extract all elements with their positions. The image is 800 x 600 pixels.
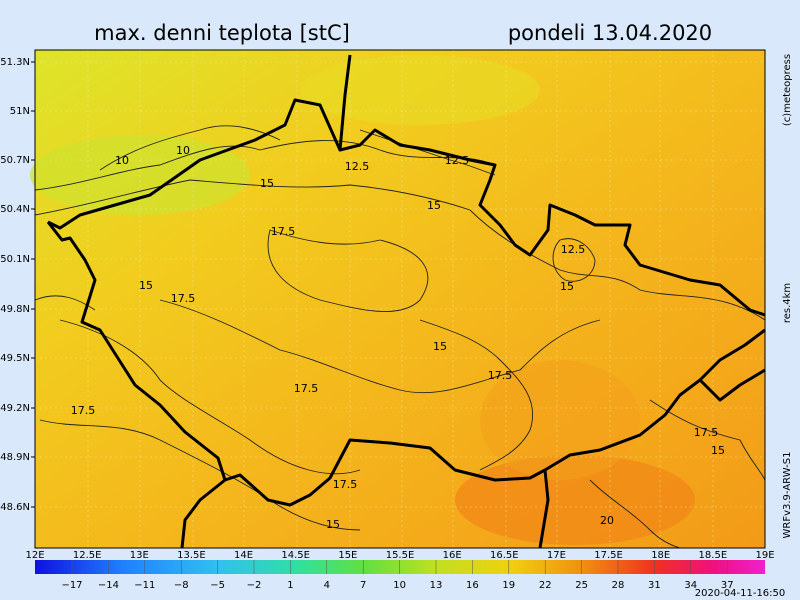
contour-label: 15 (711, 444, 725, 457)
colorbar-label: 13 (430, 580, 443, 591)
colorbar-label: 10 (393, 580, 406, 591)
contour-label: 10 (115, 154, 129, 167)
latitude-label: 49.2N (0, 403, 30, 414)
map-date: pondeli 13.04.2020 (508, 21, 712, 45)
colorbar-label: 4 (324, 580, 330, 591)
longitude-label: 15E (338, 550, 357, 561)
contour-label: 12.5 (561, 243, 586, 256)
contour-label: 15 (260, 177, 274, 190)
longitude-label: 14.5E (281, 550, 310, 561)
colorbar-label: −17 (61, 580, 82, 591)
contour-label: 15 (560, 280, 574, 293)
contours (34, 125, 766, 549)
contour-label: 17.5 (271, 225, 296, 238)
colorbar-label: −5 (210, 580, 225, 591)
contour-label: 12.5 (445, 154, 470, 167)
longitude-label: 12E (25, 550, 44, 561)
contour-label: 15 (326, 518, 340, 531)
latitude-label: 50.4N (0, 204, 30, 215)
country-borders (46, 54, 766, 549)
colorbar-label: 25 (575, 580, 588, 591)
contour-label: 17.5 (488, 369, 513, 382)
longitude-label: 13E (130, 550, 149, 561)
colorbar-label: 28 (612, 580, 625, 591)
contour-label: 20 (600, 514, 614, 527)
latitude-label: 48.6N (0, 502, 30, 513)
model-name: WRFv3.9-ARW-S1 (782, 452, 793, 539)
colorbar-label: −14 (98, 580, 119, 591)
colorbar-label: 37 (721, 580, 734, 591)
longitude-label: 15.5E (386, 550, 415, 561)
colorbar-label: 34 (684, 580, 697, 591)
contour-label: 17.5 (171, 292, 196, 305)
map-area (30, 49, 766, 549)
longitude-label: 19E (755, 550, 774, 561)
timestamp: 2020-04-11-16:50 (695, 588, 786, 599)
longitude-label: 16.5E (490, 550, 519, 561)
colorbar (35, 560, 765, 574)
longitude-label: 17.5E (594, 550, 623, 561)
map-title: max. denni teplota [stC] (94, 21, 350, 45)
latitude-label: 49.5N (0, 353, 30, 364)
longitude-label: 18.5E (699, 550, 728, 561)
colorbar-label: 1 (287, 580, 293, 591)
colorbar-label: 16 (466, 580, 479, 591)
contour-label: 17.5 (294, 382, 319, 395)
contour-label: 17.5 (694, 426, 719, 439)
contour-label: 12.5 (345, 160, 370, 173)
latitude-label: 49.8N (0, 304, 30, 315)
copyright: (c)meteopress (782, 54, 793, 126)
latitude-labels: 51.3N 51N 50.7N 50.4N 50.1N 49.8N 49.5N 49.2N 48… (0, 57, 35, 513)
longitude-labels: 12E 12.5E 13E 13.5E 14E 14.5E 15E 15.5E 16E 16.5E… (25, 550, 774, 561)
latitude-label: 51N (10, 106, 30, 117)
colorbar-label: 31 (648, 580, 661, 591)
map-frame (34, 49, 766, 549)
colorbar-label: 22 (539, 580, 552, 591)
contour-label: 15 (139, 279, 153, 292)
latitude-label: 50.1N (0, 254, 30, 265)
latitude-label: 48.9N (0, 452, 30, 463)
resolution: res.4km (782, 283, 793, 323)
longitude-label: 12.5E (73, 550, 102, 561)
colorbar-label: −11 (134, 580, 155, 591)
colorbar-label: 19 (502, 580, 515, 591)
latitude-label: 51.3N (0, 57, 30, 68)
contour-label: 17.5 (333, 478, 358, 491)
contour-label: 10 (176, 144, 190, 157)
longitude-label: 17E (547, 550, 566, 561)
latitude-label: 50.7N (0, 155, 30, 166)
colorbar-label: 7 (360, 580, 366, 591)
longitude-label: 14E (234, 550, 253, 561)
contour-label: 15 (427, 199, 441, 212)
contour-label: 15 (433, 340, 447, 353)
colorbar-label: −2 (247, 580, 262, 591)
contour-label: 17.5 (71, 404, 96, 417)
longitude-label: 16E (443, 550, 462, 561)
contour-labels: 10 10 12.5 12.5 15 15 17.5 12.5 15 17.5 15 15 17.5 17… (71, 144, 725, 531)
longitude-label: 18E (651, 550, 670, 561)
cool-zone (300, 55, 540, 125)
colorbar-label: −8 (174, 580, 189, 591)
graticule (35, 50, 765, 548)
longitude-label: 13.5E (177, 550, 206, 561)
colorbar-labels: −17 −14 −11 −8 −5 −2 1 4 7 10 13 16 19 22 25 28 31 34 37 (61, 560, 734, 591)
